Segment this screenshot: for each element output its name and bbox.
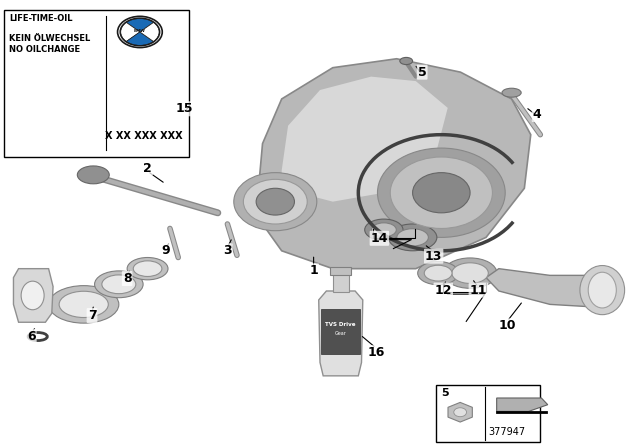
Text: 8: 8 xyxy=(123,272,131,285)
Text: 11: 11 xyxy=(470,284,487,297)
Wedge shape xyxy=(126,18,154,32)
Ellipse shape xyxy=(502,88,521,97)
Text: 3: 3 xyxy=(223,244,232,257)
Text: 10: 10 xyxy=(499,319,516,332)
Text: NO OILCHANGE: NO OILCHANGE xyxy=(9,45,80,54)
Ellipse shape xyxy=(397,228,428,246)
Ellipse shape xyxy=(390,157,492,228)
Polygon shape xyxy=(486,269,601,306)
Text: 4: 4 xyxy=(532,108,541,121)
Wedge shape xyxy=(126,32,154,45)
FancyBboxPatch shape xyxy=(436,385,540,442)
Ellipse shape xyxy=(133,261,162,276)
Ellipse shape xyxy=(49,286,119,323)
Text: 7: 7 xyxy=(88,309,97,322)
Text: 1: 1 xyxy=(309,264,318,277)
Ellipse shape xyxy=(424,265,452,281)
Ellipse shape xyxy=(388,224,437,251)
Text: 9: 9 xyxy=(161,244,170,257)
Text: 6: 6 xyxy=(27,330,36,343)
Text: 12: 12 xyxy=(435,284,452,297)
Ellipse shape xyxy=(580,266,625,314)
Text: BMW: BMW xyxy=(134,29,146,33)
Ellipse shape xyxy=(102,275,136,294)
Ellipse shape xyxy=(371,223,396,237)
Text: X XX XXX XXX: X XX XXX XXX xyxy=(105,131,182,142)
Text: 5: 5 xyxy=(418,66,426,79)
Ellipse shape xyxy=(452,263,488,284)
Ellipse shape xyxy=(95,271,143,297)
Polygon shape xyxy=(448,402,472,422)
Text: KEIN ÖLWECHSEL: KEIN ÖLWECHSEL xyxy=(9,34,90,43)
Ellipse shape xyxy=(400,57,413,65)
Ellipse shape xyxy=(118,16,163,47)
Ellipse shape xyxy=(243,179,307,224)
Ellipse shape xyxy=(21,281,44,310)
Polygon shape xyxy=(256,59,531,269)
Ellipse shape xyxy=(77,166,109,184)
Ellipse shape xyxy=(413,172,470,213)
Polygon shape xyxy=(282,77,448,202)
Ellipse shape xyxy=(365,219,403,241)
Text: LIFE-TIME-OIL: LIFE-TIME-OIL xyxy=(9,14,72,23)
Text: TVS Drive: TVS Drive xyxy=(325,322,356,327)
Text: 16: 16 xyxy=(367,346,385,359)
Bar xyxy=(333,274,349,292)
Text: 5: 5 xyxy=(442,388,449,398)
Ellipse shape xyxy=(588,272,616,308)
Ellipse shape xyxy=(444,258,497,289)
Ellipse shape xyxy=(127,258,168,280)
Ellipse shape xyxy=(378,148,505,237)
Ellipse shape xyxy=(454,408,467,417)
Text: 13: 13 xyxy=(425,250,442,263)
Ellipse shape xyxy=(59,291,108,318)
Bar xyxy=(321,309,360,353)
Text: 377947: 377947 xyxy=(488,427,525,438)
Wedge shape xyxy=(121,22,140,41)
Text: 15: 15 xyxy=(176,102,193,115)
Wedge shape xyxy=(140,22,159,41)
Polygon shape xyxy=(13,269,53,322)
Text: 14: 14 xyxy=(371,232,388,245)
Ellipse shape xyxy=(234,172,317,231)
FancyBboxPatch shape xyxy=(4,9,189,157)
Text: 2: 2 xyxy=(143,162,152,175)
Polygon shape xyxy=(497,398,548,411)
Ellipse shape xyxy=(256,188,294,215)
Text: Gear: Gear xyxy=(335,331,346,336)
Bar xyxy=(330,267,351,276)
Polygon shape xyxy=(319,291,363,376)
Ellipse shape xyxy=(418,262,459,285)
